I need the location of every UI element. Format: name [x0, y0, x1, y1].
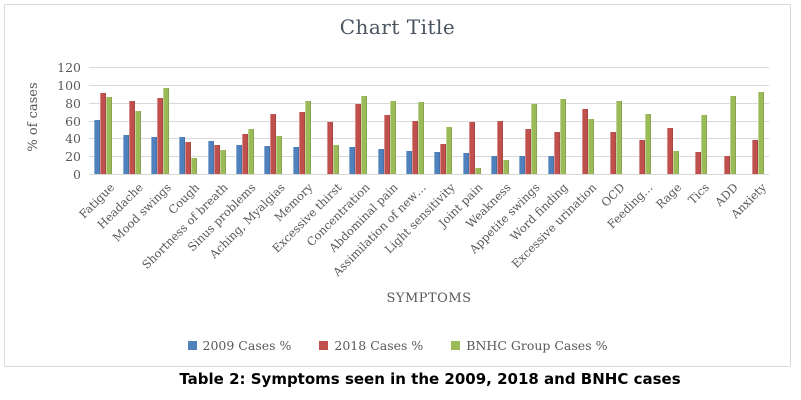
bar-excessive-urination-s2: [587, 118, 594, 174]
bar-shortness-of-breath-s2: [219, 149, 226, 174]
bar-aching-myalgias-s2: [276, 135, 283, 174]
bar-anxiety-s1: [751, 140, 758, 174]
bar-appetite-swings-s0: [519, 156, 526, 174]
bar-memory-s2: [304, 100, 311, 174]
bar-cough-s2: [191, 157, 198, 174]
bar-mood-swings-s0: [150, 136, 157, 174]
bar-excessive-urination-s1: [581, 108, 588, 174]
bar-excessive-thirst-s1: [326, 122, 333, 174]
gridline: [89, 174, 769, 175]
chart-title: Chart Title: [339, 15, 456, 39]
bar-joint-pain-s1: [468, 122, 475, 174]
x-tick-label: Tics: [685, 180, 713, 207]
bar-memory-s1: [298, 111, 305, 174]
bar-concentration-s2: [361, 96, 368, 174]
bar-excessive-thirst-s2: [332, 145, 339, 174]
bar-aching-myalgias-s0: [264, 146, 271, 174]
bar-tics-s1: [695, 151, 702, 174]
bar-mood-swings-s2: [162, 87, 169, 174]
x-tick-label: Rage: [652, 180, 685, 212]
bar-word-finding-s2: [559, 99, 566, 174]
bar-ocd-s1: [610, 132, 617, 174]
gridline: [89, 138, 769, 140]
bar-appetite-swings-s1: [525, 129, 532, 174]
bar-headache-s0: [122, 134, 129, 174]
y-tick-label: 60: [65, 113, 81, 129]
table-caption: Table 2: Symptoms seen in the 2009, 2018…: [179, 370, 681, 388]
bar-sinus-problems-s1: [241, 133, 248, 174]
bar-concentration-s1: [355, 103, 362, 174]
bar-fatigue-s2: [106, 97, 113, 174]
bar-aching-myalgias-s1: [270, 114, 277, 174]
bar-feeding--s1: [638, 140, 645, 174]
bar-abdominal-pain-s2: [389, 100, 396, 174]
chart-legend: 2009 Cases % 2018 Cases % BNHC Group Cases…: [5, 338, 790, 353]
bar-light-sensitivity-s0: [434, 151, 441, 174]
gridline: [89, 120, 769, 122]
bar-joint-pain-s2: [474, 167, 481, 174]
bar-cough-s1: [185, 141, 192, 174]
gridline: [89, 67, 769, 68]
bar-assimilation-of-new--s0: [405, 150, 412, 174]
bar-sinus-problems-s0: [235, 144, 242, 174]
gridline: [89, 84, 769, 86]
y-tick-label: 20: [65, 149, 81, 165]
bar-appetite-swings-s2: [531, 104, 538, 174]
bar-rage-s1: [666, 127, 673, 174]
y-tick-label: 40: [65, 131, 81, 147]
chart-object[interactable]: Chart Title % of cases 0 20 40 60 80 100 120 Fa…: [4, 4, 791, 367]
legend-label: 2009 Cases %: [202, 338, 292, 353]
bar-concentration-s0: [349, 147, 356, 174]
legend-swatch-icon: [187, 341, 197, 350]
bar-weakness-s0: [490, 156, 497, 174]
bar-tics-s2: [701, 115, 708, 174]
bar-light-sensitivity-s1: [440, 143, 447, 174]
bar-sinus-problems-s2: [247, 128, 254, 174]
bar-assimilation-of-new--s2: [417, 101, 424, 174]
gridline: [89, 156, 769, 158]
bar-mood-swings-s1: [156, 98, 163, 174]
legend-label: 2018 Cases %: [334, 338, 424, 353]
bar-word-finding-s0: [547, 156, 554, 174]
bar-shortness-of-breath-s1: [213, 144, 220, 174]
bar-add-s1: [723, 156, 730, 174]
legend-label: BNHC Group Cases %: [466, 338, 608, 353]
bar-cough-s0: [179, 137, 186, 174]
bar-headache-s1: [128, 100, 135, 174]
bar-abdominal-pain-s0: [377, 149, 384, 174]
bar-light-sensitivity-s2: [446, 126, 453, 174]
bar-memory-s0: [292, 147, 299, 174]
bar-joint-pain-s0: [462, 152, 469, 174]
legend-swatch-icon: [451, 341, 461, 350]
legend-swatch-icon: [319, 341, 329, 350]
bar-rage-s2: [672, 150, 679, 174]
bar-weakness-s1: [496, 120, 503, 174]
bar-headache-s2: [134, 110, 141, 174]
gridline: [89, 102, 769, 104]
y-tick-label: 80: [65, 95, 81, 111]
bar-weakness-s2: [502, 159, 509, 174]
bar-ocd-s2: [616, 100, 623, 174]
y-tick-label: 120: [57, 60, 81, 75]
bar-shortness-of-breath-s0: [207, 141, 214, 174]
bar-anxiety-s2: [757, 91, 764, 174]
legend-item: 2018 Cases %: [319, 338, 423, 353]
bar-feeding--s2: [644, 114, 651, 174]
bar-assimilation-of-new--s1: [411, 120, 418, 174]
bar-word-finding-s1: [553, 132, 560, 174]
legend-item: BNHC Group Cases %: [451, 338, 607, 353]
bar-add-s2: [729, 95, 736, 174]
bar-fatigue-s1: [100, 92, 107, 174]
bar-abdominal-pain-s1: [383, 115, 390, 174]
y-tick-label: 100: [57, 77, 81, 93]
x-axis-title: SYMPTOMS: [386, 291, 472, 306]
legend-item: 2009 Cases %: [187, 338, 292, 353]
y-tick-label: 0: [73, 167, 81, 182]
bar-fatigue-s0: [94, 119, 101, 174]
